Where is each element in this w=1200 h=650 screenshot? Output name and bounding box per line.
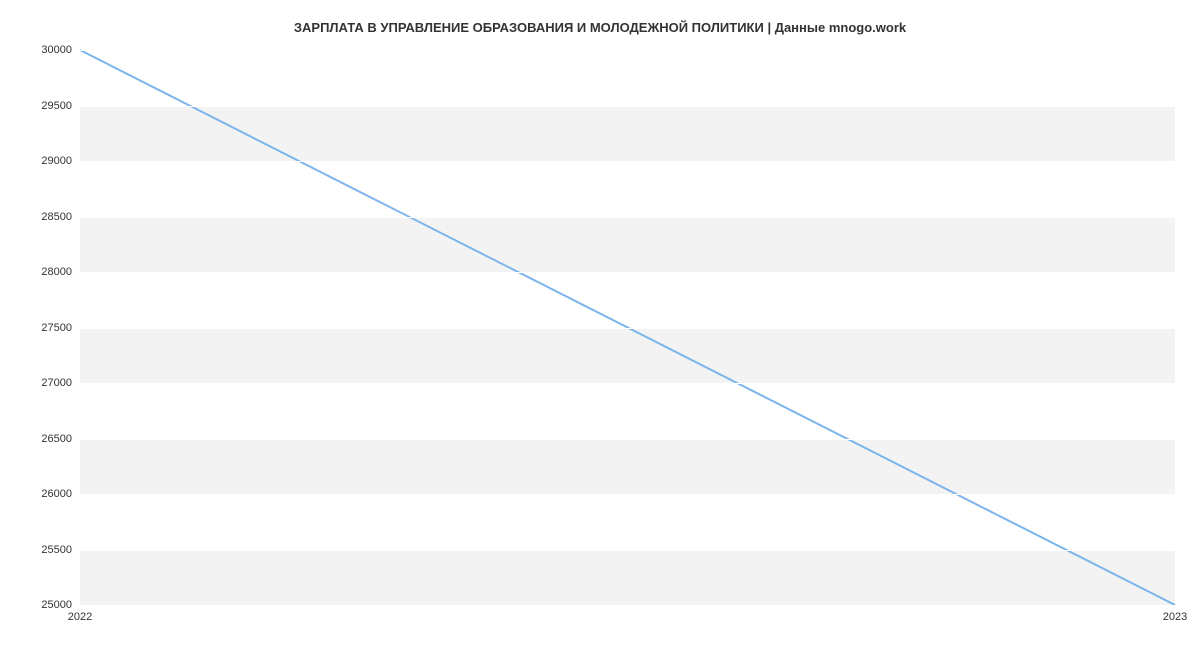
y-gridline	[80, 605, 1175, 606]
y-gridline	[80, 328, 1175, 329]
y-tick-label: 28000	[41, 266, 80, 278]
x-tick-label: 2022	[68, 605, 92, 623]
y-gridline	[80, 161, 1175, 162]
y-tick-label: 25500	[41, 544, 80, 556]
x-tick-label: 2023	[1163, 605, 1187, 623]
y-gridline	[80, 272, 1175, 273]
chart-title: ЗАРПЛАТА В УПРАВЛЕНИЕ ОБРАЗОВАНИЯ И МОЛО…	[0, 20, 1200, 35]
y-tick-label: 26500	[41, 433, 80, 445]
y-tick-label: 27000	[41, 377, 80, 389]
y-tick-label: 28500	[41, 211, 80, 223]
y-gridline	[80, 439, 1175, 440]
y-tick-label: 30000	[41, 44, 80, 56]
y-gridline	[80, 550, 1175, 551]
y-gridline	[80, 494, 1175, 495]
y-gridline	[80, 217, 1175, 218]
y-tick-label: 29500	[41, 100, 80, 112]
salary-line-chart: ЗАРПЛАТА В УПРАВЛЕНИЕ ОБРАЗОВАНИЯ И МОЛО…	[0, 0, 1200, 650]
y-gridline	[80, 50, 1175, 51]
y-tick-label: 29000	[41, 155, 80, 167]
plot-area: 2500025500260002650027000275002800028500…	[80, 50, 1175, 605]
y-tick-label: 26000	[41, 488, 80, 500]
y-gridline	[80, 383, 1175, 384]
y-tick-label: 27500	[41, 322, 80, 334]
y-gridline	[80, 106, 1175, 107]
